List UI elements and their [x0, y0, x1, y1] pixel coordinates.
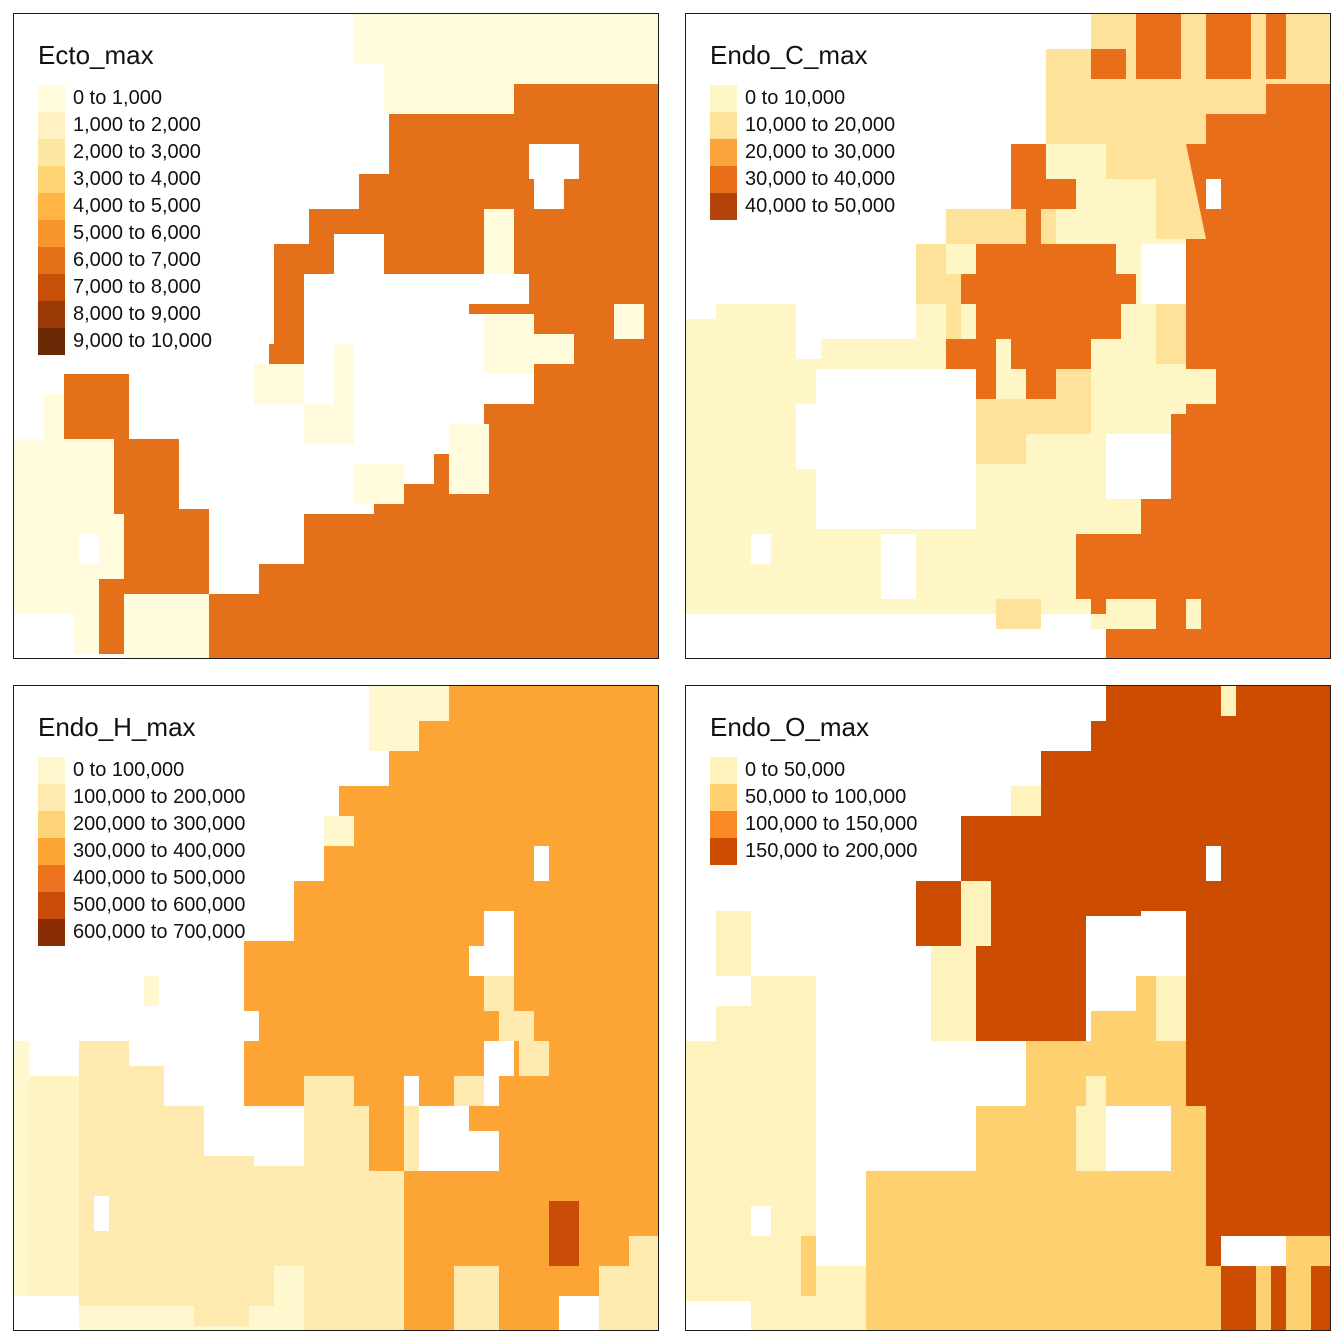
- legend-label: 200,000 to 300,000: [73, 813, 246, 835]
- legend-swatch: [38, 838, 65, 865]
- legend-label: 600,000 to 700,000: [73, 921, 246, 943]
- legend-item: 40,000 to 50,000: [710, 193, 895, 220]
- legend-label: 150,000 to 200,000: [745, 840, 918, 862]
- legend-swatch: [38, 784, 65, 811]
- legend-swatch: [38, 274, 65, 301]
- legend-item: 9,000 to 10,000: [38, 328, 212, 355]
- legend-item: 0 to 100,000: [38, 757, 245, 784]
- legend-label: 500,000 to 600,000: [73, 894, 246, 916]
- legend-item: 4,000 to 5,000: [38, 193, 212, 220]
- legend-label: 20,000 to 30,000: [745, 141, 896, 163]
- legend-item: 7,000 to 8,000: [38, 274, 212, 301]
- legend-item: 0 to 10,000: [710, 85, 895, 112]
- legend-swatch: [38, 85, 65, 112]
- legend-item: 0 to 50,000: [710, 757, 917, 784]
- legend-swatch: [710, 811, 737, 838]
- legend-swatch: [38, 865, 65, 892]
- legend-label: 0 to 100,000: [73, 759, 185, 781]
- legend-item: 10,000 to 20,000: [710, 112, 895, 139]
- legend-swatch: [710, 784, 737, 811]
- map-raster: [14, 14, 658, 658]
- legend-swatch: [38, 247, 65, 274]
- legend-item: 2,000 to 3,000: [38, 139, 212, 166]
- legend-label: 100,000 to 150,000: [745, 813, 918, 835]
- legend-item: 8,000 to 9,000: [38, 301, 212, 328]
- legend-label: 2,000 to 3,000: [73, 141, 201, 163]
- legend-swatch: [38, 892, 65, 919]
- legend-item: 500,000 to 600,000: [38, 892, 245, 919]
- legend-item: 50,000 to 100,000: [710, 784, 917, 811]
- legend-swatch: [710, 112, 737, 139]
- legend-label: 10,000 to 20,000: [745, 114, 896, 136]
- legend-label: 30,000 to 40,000: [745, 168, 896, 190]
- legend-swatch: [38, 811, 65, 838]
- legend-item: 1,000 to 2,000: [38, 112, 212, 139]
- legend-swatch: [710, 85, 737, 112]
- legend-item: 100,000 to 200,000: [38, 784, 245, 811]
- legend-label: 40,000 to 50,000: [745, 195, 896, 217]
- legend-swatch: [38, 220, 65, 247]
- legend-swatch: [38, 112, 65, 139]
- legend-label: 400,000 to 500,000: [73, 867, 246, 889]
- legend-label: 50,000 to 100,000: [745, 786, 907, 808]
- legend-label: 0 to 1,000: [73, 87, 162, 109]
- legend-swatch: [710, 838, 737, 865]
- map-raster: [686, 14, 1330, 658]
- legend-swatch: [38, 193, 65, 220]
- legend-item: 200,000 to 300,000: [38, 811, 245, 838]
- map-title: Ecto_max: [38, 40, 154, 70]
- legend-swatch: [710, 139, 737, 166]
- legend-item: 20,000 to 30,000: [710, 139, 895, 166]
- legend-swatch: [38, 757, 65, 784]
- map-raster: [686, 686, 1330, 1330]
- legend: Endo_O_max 0 to 50,000 50,000 to 100,000…: [710, 712, 917, 865]
- legend-label: 7,000 to 8,000: [73, 276, 201, 298]
- map-panel-endo-o-max: Endo_O_max 0 to 50,000 50,000 to 100,000…: [685, 685, 1331, 1331]
- legend-label: 0 to 10,000: [745, 87, 846, 109]
- map-title: Endo_O_max: [710, 712, 869, 742]
- legend-item: 150,000 to 200,000: [710, 838, 917, 865]
- legend-item: 400,000 to 500,000: [38, 865, 245, 892]
- legend-item: 300,000 to 400,000: [38, 838, 245, 865]
- legend-label: 6,000 to 7,000: [73, 249, 201, 271]
- legend-item: 3,000 to 4,000: [38, 166, 212, 193]
- legend-swatch: [710, 166, 737, 193]
- legend-swatch: [710, 193, 737, 220]
- map-title: Endo_C_max: [710, 40, 868, 70]
- legend-label: 5,000 to 6,000: [73, 222, 201, 244]
- legend-swatch: [38, 166, 65, 193]
- legend-item: 100,000 to 150,000: [710, 811, 917, 838]
- legend-label: 100,000 to 200,000: [73, 786, 246, 808]
- legend: Endo_C_max 0 to 10,000 10,000 to 20,000 …: [710, 40, 895, 220]
- map-title: Endo_H_max: [38, 712, 196, 742]
- legend-label: 300,000 to 400,000: [73, 840, 246, 862]
- legend-label: 4,000 to 5,000: [73, 195, 201, 217]
- legend-label: 1,000 to 2,000: [73, 114, 201, 136]
- legend-label: 0 to 50,000: [745, 759, 846, 781]
- legend-label: 9,000 to 10,000: [73, 330, 213, 352]
- map-panel-ecto-max: Ecto_max 0 to 1,000 1,000 to 2,000 2,000…: [13, 13, 659, 659]
- map-panel-endo-h-max: Endo_H_max 0 to 100,000 100,000 to 200,0…: [13, 685, 659, 1331]
- legend: Endo_H_max 0 to 100,000 100,000 to 200,0…: [38, 712, 245, 946]
- legend-swatch: [38, 301, 65, 328]
- legend-item: 0 to 1,000: [38, 85, 212, 112]
- legend-swatch: [38, 139, 65, 166]
- legend-item: 5,000 to 6,000: [38, 220, 212, 247]
- legend-swatch: [38, 919, 65, 946]
- legend-swatch: [710, 757, 737, 784]
- legend: Ecto_max 0 to 1,000 1,000 to 2,000 2,000…: [38, 40, 212, 355]
- legend-label: 3,000 to 4,000: [73, 168, 201, 190]
- map-raster: [14, 686, 658, 1330]
- legend-item: 600,000 to 700,000: [38, 919, 245, 946]
- legend-item: 6,000 to 7,000: [38, 247, 212, 274]
- legend-item: 30,000 to 40,000: [710, 166, 895, 193]
- legend-label: 8,000 to 9,000: [73, 303, 201, 325]
- map-panel-endo-c-max: Endo_C_max 0 to 10,000 10,000 to 20,000 …: [685, 13, 1331, 659]
- legend-swatch: [38, 328, 65, 355]
